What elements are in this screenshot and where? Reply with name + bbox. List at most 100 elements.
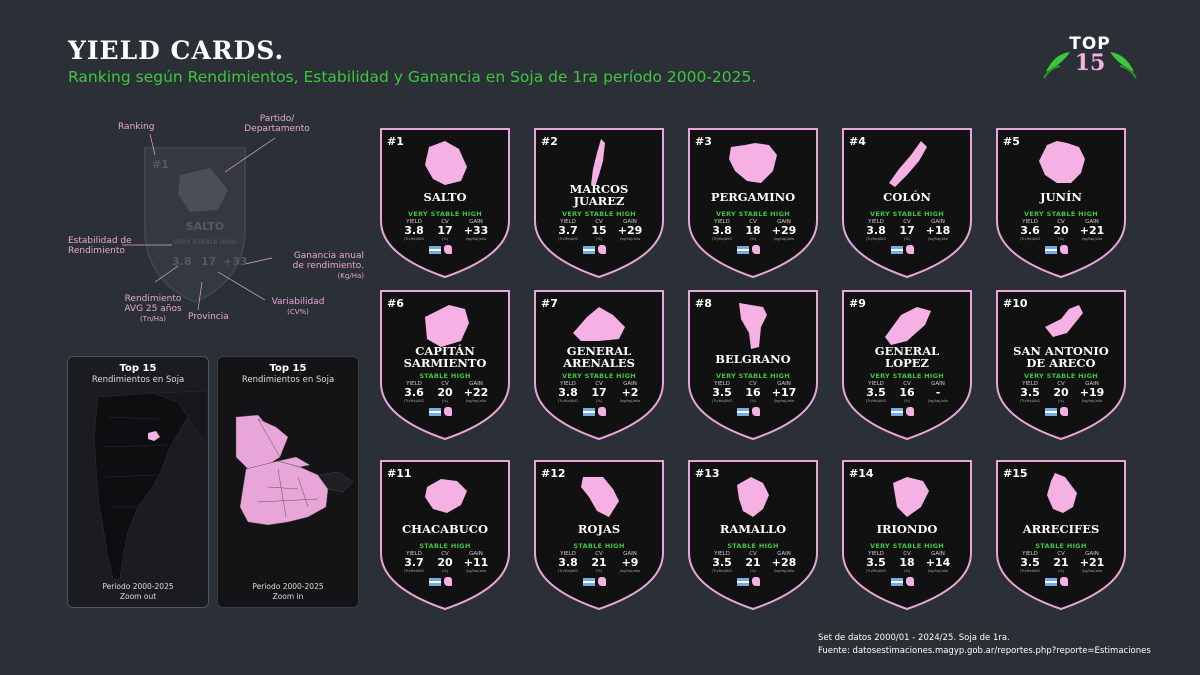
- card-metrics: YIELD 3.8 (Tn/Ha)AVG CV 17 (%) GAIN +33 …: [399, 219, 491, 241]
- card-gain: GAIN +21 (kg/ha)/año: [1079, 551, 1105, 573]
- card-cv: CV 20 (%): [1053, 219, 1069, 241]
- card-rank: #1: [387, 135, 404, 148]
- province-icon: [598, 577, 606, 586]
- card-yield: YIELD 3.8 (Tn/Ha)AVG: [711, 219, 733, 241]
- province-icon: [598, 245, 606, 254]
- card-district-name: SALTO: [423, 190, 467, 204]
- card-cv: CV 17 (%): [899, 219, 915, 241]
- card-stability: VERY STABLE HIGH: [716, 372, 790, 380]
- card-cv: CV 18 (%): [899, 551, 915, 573]
- district-shape-icon: [591, 139, 605, 187]
- card-metrics: YIELD 3.5 (Tn/Ha)AVG CV 18 (%) GAIN +14 …: [861, 551, 953, 573]
- shield-card-bg: [534, 128, 664, 279]
- card-stability: VERY STABLE HIGH: [562, 372, 636, 380]
- shield-card-bg: [996, 460, 1126, 611]
- card-stability: STABLE HIGH: [419, 542, 471, 550]
- card-stability: STABLE HIGH: [1035, 542, 1087, 550]
- legend-ganancia-label: Ganancia anual de rendimiento. (Kg/Ha): [292, 251, 364, 280]
- card-metrics: YIELD 3.6 (Tn/Ha)AVG CV 20 (%) GAIN +21 …: [1015, 219, 1107, 241]
- shield-card-bg: [842, 460, 972, 611]
- province-icon: [444, 407, 452, 416]
- card-metrics: YIELD 3.8 (Tn/Ha)AVG CV 18 (%) GAIN +29 …: [707, 219, 799, 241]
- card-stability: STABLE HIGH: [419, 372, 471, 380]
- card-metrics: YIELD 3.8 (Tn/Ha)AVG CV 17 (%) GAIN +2 (…: [553, 381, 645, 403]
- shield-card-bg: [996, 128, 1126, 279]
- card-district-name: COLÓN: [883, 190, 931, 204]
- card-yield: YIELD 3.7 (Tn/Ha)AVG: [557, 219, 579, 241]
- card-district-name: MARCOS JUAREZ: [569, 182, 629, 208]
- card-rank: #8: [695, 297, 712, 310]
- card-district-name: PERGAMINO: [710, 190, 796, 204]
- legend-sample-card: [122, 133, 276, 311]
- district-shape-icon: [1039, 141, 1085, 183]
- map1-subtitle: Rendimientos en Soja: [91, 375, 185, 385]
- yield-card: #1 SALTO VERY STABLE HIGH YIELD 3.8 (Tn/…: [377, 125, 513, 280]
- card-stability: VERY STABLE HIGH: [562, 210, 636, 218]
- card-district-name: JUNÍN: [1040, 190, 1082, 204]
- card-stability: VERY STABLE HIGH: [1024, 372, 1098, 380]
- card-yield: YIELD 3.6 (Tn/Ha)AVG: [1019, 219, 1041, 241]
- card-cv: CV 20 (%): [1053, 381, 1069, 403]
- card-rank: #14: [849, 467, 874, 480]
- card-district-name: RAMALLO: [719, 522, 787, 536]
- argentina-flag-icon: [891, 408, 903, 416]
- card-yield: YIELD 3.8 (Tn/Ha)AVG: [557, 381, 579, 403]
- shield-card-bg: [688, 128, 818, 279]
- card-rank: #10: [1003, 297, 1028, 310]
- yield-card: #9 GENERAL LOPEZ VERY STABLE HIGH YIELD …: [839, 287, 975, 442]
- district-shape-icon: [1045, 305, 1083, 337]
- province-icon: [752, 245, 760, 254]
- card-gain: GAIN +17 (kg/ha)/año: [771, 381, 797, 403]
- district-shape-icon: [425, 141, 467, 185]
- card-rank: #4: [849, 135, 866, 148]
- map-zoom-out: Top 15 Rendimientos en Soja Periodo 2000…: [67, 356, 209, 608]
- card-cv: CV 21 (%): [591, 551, 607, 573]
- argentina-flag-icon: [891, 578, 903, 586]
- shield-card-bg: [380, 460, 510, 611]
- card-cv: CV 20 (%): [437, 381, 453, 403]
- argentina-flag-icon: [429, 246, 441, 254]
- district-shape-icon: [737, 477, 769, 517]
- card-metrics: YIELD 3.5 (Tn/Ha)AVG CV 21 (%) GAIN +21 …: [1015, 551, 1107, 573]
- shield-card-bg: [996, 290, 1126, 441]
- card-stability: STABLE HIGH: [727, 542, 779, 550]
- argentina-flag-icon: [429, 578, 441, 586]
- yield-card: #4 COLÓN VERY STABLE HIGH YIELD 3.8 (Tn/…: [839, 125, 975, 280]
- province-icon: [906, 245, 914, 254]
- card-cv: CV 17 (%): [437, 219, 453, 241]
- card-metrics: YIELD 3.8 (Tn/Ha)AVG CV 21 (%) GAIN +9 (…: [553, 551, 645, 573]
- legend-sample-cv: 17: [201, 255, 217, 268]
- shield-card-bg: [688, 460, 818, 611]
- province-icon: [906, 577, 914, 586]
- card-metrics: YIELD 3.5 (Tn/Ha)AVG CV 16 (%) GAIN +17 …: [707, 381, 799, 403]
- card-district-name: SAN ANTONIO DE ARECO: [1013, 344, 1109, 370]
- province-icon: [1060, 245, 1068, 254]
- card-rank: #2: [541, 135, 558, 148]
- card-metrics: YIELD 3.5 (Tn/Ha)AVG CV 21 (%) GAIN +28 …: [707, 551, 799, 573]
- yield-card: #6 CAPITÁN SARMIENTO STABLE HIGH YIELD 3…: [377, 287, 513, 442]
- page-subtitle: Ranking según Rendimientos, Estabilidad …: [68, 68, 757, 86]
- argentina-flag-icon: [737, 246, 749, 254]
- card-gain: GAIN +22 (kg/ha)/año: [463, 381, 489, 403]
- card-yield: YIELD 3.5 (Tn/Ha)AVG: [1019, 381, 1041, 403]
- legend-sample-gain: +33: [223, 255, 248, 268]
- card-cv: CV 16 (%): [899, 381, 915, 403]
- legend-sample-rank: #1: [152, 158, 169, 171]
- argentina-flag-icon: [1045, 578, 1057, 586]
- card-yield: YIELD 3.5 (Tn/Ha)AVG: [865, 381, 887, 403]
- card-yield: YIELD 3.5 (Tn/Ha)AVG: [1019, 551, 1041, 573]
- district-shape-icon: [581, 477, 619, 517]
- province-icon: [752, 407, 760, 416]
- card-gain: GAIN +14 (kg/ha)/año: [925, 551, 951, 573]
- card-district-name: GENERAL ARENALES: [563, 344, 635, 370]
- card-rank: #3: [695, 135, 712, 148]
- yield-card: #5 JUNÍN VERY STABLE HIGH YIELD 3.6 (Tn/…: [993, 125, 1129, 280]
- logo-top-text: TOP: [1069, 34, 1111, 54]
- card-yield: YIELD 3.8 (Tn/Ha)AVG: [403, 219, 425, 241]
- province-icon: [1060, 407, 1068, 416]
- yield-card: #8 BELGRANO VERY STABLE HIGH YIELD 3.5 (…: [685, 287, 821, 442]
- card-yield: YIELD 3.5 (Tn/Ha)AVG: [865, 551, 887, 573]
- district-shape-icon: [729, 143, 777, 183]
- legend-provincia-label: Provincia: [188, 312, 229, 322]
- map1-zoom: Zoom out: [119, 592, 157, 601]
